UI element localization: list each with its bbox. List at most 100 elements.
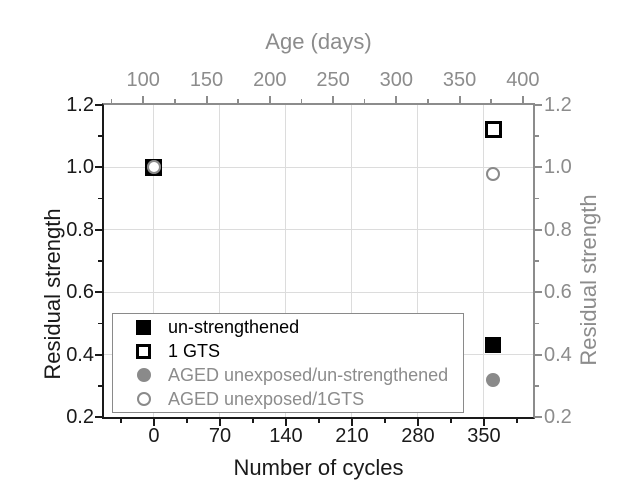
top-axis-tick-label: 400 xyxy=(506,69,540,91)
right-axis-major-tick xyxy=(535,104,542,106)
left-axis-minor-tick xyxy=(98,197,102,200)
top-axis-tick-label: 300 xyxy=(379,69,413,91)
left-axis-major-tick xyxy=(95,166,102,169)
gridline-horizontal xyxy=(104,166,533,168)
bottom-axis-minor-tick xyxy=(318,419,320,423)
top-axis-major-tick xyxy=(268,96,271,103)
bottom-axis-tick-label: 350 xyxy=(467,425,501,447)
legend-marker-square-filled xyxy=(136,319,151,335)
bottom-axis-major-tick xyxy=(482,419,485,426)
bottom-axis-major-tick xyxy=(152,419,155,426)
bottom-axis-minor-tick xyxy=(120,419,122,423)
right-axis-title: Residual strength xyxy=(576,194,601,366)
bottom-axis-minor-tick xyxy=(516,419,518,423)
left-axis-major-tick xyxy=(95,228,102,231)
top-axis-minor-tick xyxy=(363,99,366,103)
top-axis-tick-label: 100 xyxy=(126,69,160,91)
marker-square-filled xyxy=(485,337,502,354)
left-axis-tick-label: 0.2 xyxy=(66,406,94,428)
bottom-axis-minor-tick xyxy=(450,419,452,423)
top-axis-minor-tick xyxy=(427,99,429,103)
gridline-vertical xyxy=(483,105,485,417)
gridline-vertical xyxy=(219,105,221,417)
legend-item: 1 GTS xyxy=(113,339,463,363)
bottom-axis-major-tick xyxy=(284,419,287,426)
right-axis-tick-label: 1.2 xyxy=(544,94,572,116)
legend-item: AGED unexposed/1GTS xyxy=(113,387,463,411)
legend-item-label: AGED unexposed/1GTS xyxy=(168,389,365,409)
legend: un-strengthened 1 GTS AGED unexposed/un-st… xyxy=(112,313,464,413)
right-axis-tick-label: 0.4 xyxy=(544,343,572,366)
left-axis-major-tick xyxy=(95,291,102,294)
legend-marker-cell xyxy=(135,367,152,384)
right-axis-tick-label: 1.0 xyxy=(544,156,572,179)
top-axis-minor-tick xyxy=(174,99,176,103)
gridline-vertical xyxy=(153,105,155,417)
legend-marker-circle-filled xyxy=(136,368,151,382)
right-axis-major-tick xyxy=(535,416,542,418)
bottom-axis-major-tick xyxy=(218,419,221,426)
bottom-axis-tick-label: 70 xyxy=(208,425,232,447)
bottom-axis-title: Number of cycles xyxy=(233,455,404,480)
marker-circle-filled xyxy=(486,372,501,387)
legend-item: AGED unexposed/un-strengthened xyxy=(113,363,463,387)
left-axis-minor-tick xyxy=(98,322,102,325)
top-axis-minor-tick xyxy=(490,99,492,103)
top-axis-tick-label: 150 xyxy=(189,69,224,91)
right-axis-minor-tick xyxy=(535,385,539,387)
bottom-axis-tick-label: 0 xyxy=(148,425,160,447)
gridline-vertical xyxy=(417,105,419,417)
legend-marker-square-open xyxy=(136,343,151,359)
plot-area xyxy=(104,105,533,417)
marker-circle-open xyxy=(486,166,501,181)
left-axis-minor-tick xyxy=(98,135,102,137)
top-axis-tick-label: 250 xyxy=(316,69,350,91)
left-axis-title: Residual strength xyxy=(40,208,65,380)
top-axis-minor-tick xyxy=(237,99,239,103)
right-axis-minor-tick xyxy=(535,260,539,262)
gridline-horizontal xyxy=(104,229,533,231)
bottom-axis-tick-label: 140 xyxy=(269,425,303,447)
legend-item: un-strengthened xyxy=(113,315,463,339)
left-axis-tick-label: 0.6 xyxy=(66,281,94,304)
left-axis-minor-tick xyxy=(98,385,102,387)
plot-frame xyxy=(102,103,535,419)
top-axis-major-tick xyxy=(395,96,398,103)
right-axis-major-tick xyxy=(535,228,542,231)
top-axis-major-tick xyxy=(332,96,335,103)
top-axis-major-tick xyxy=(205,96,208,103)
right-axis-minor-tick xyxy=(535,197,539,200)
right-axis-major-tick xyxy=(535,353,542,356)
legend-item-label: un-strengthened xyxy=(168,317,300,337)
top-axis-major-tick xyxy=(142,96,145,103)
right-axis-tick-label: 0.2 xyxy=(544,406,572,428)
left-axis-major-tick xyxy=(95,353,102,356)
top-axis-title: Age (days) xyxy=(265,29,372,54)
bottom-axis-minor-tick xyxy=(252,419,254,423)
legend-item-label: 1 GTS xyxy=(168,341,221,361)
left-axis-tick-label: 1.2 xyxy=(66,94,94,116)
bottom-axis-major-tick xyxy=(416,419,419,426)
bottom-axis-tick-label: 210 xyxy=(335,425,369,447)
left-axis-tick-label: 0.4 xyxy=(66,343,94,366)
left-axis-minor-tick xyxy=(98,260,102,262)
top-axis-major-tick xyxy=(458,96,461,103)
top-axis-minor-tick xyxy=(110,99,113,103)
bottom-axis-minor-tick xyxy=(186,419,188,423)
legend-marker-cell xyxy=(135,391,152,408)
marker-square-open xyxy=(484,121,502,139)
bottom-axis-tick-label: 280 xyxy=(401,425,435,447)
marker-circle-open xyxy=(146,160,161,175)
bottom-axis-major-tick xyxy=(350,419,353,426)
right-axis-minor-tick xyxy=(535,322,539,325)
legend-marker-circle-open xyxy=(136,392,151,406)
right-axis-tick-label: 0.8 xyxy=(544,218,572,241)
top-axis-minor-tick xyxy=(300,99,303,103)
gridline-vertical xyxy=(351,105,353,417)
left-axis-tick-label: 0.8 xyxy=(66,218,94,241)
right-axis-major-tick xyxy=(535,166,542,169)
right-axis-major-tick xyxy=(535,291,542,294)
legend-marker-cell xyxy=(135,343,152,360)
bottom-axis-minor-tick xyxy=(384,419,386,423)
